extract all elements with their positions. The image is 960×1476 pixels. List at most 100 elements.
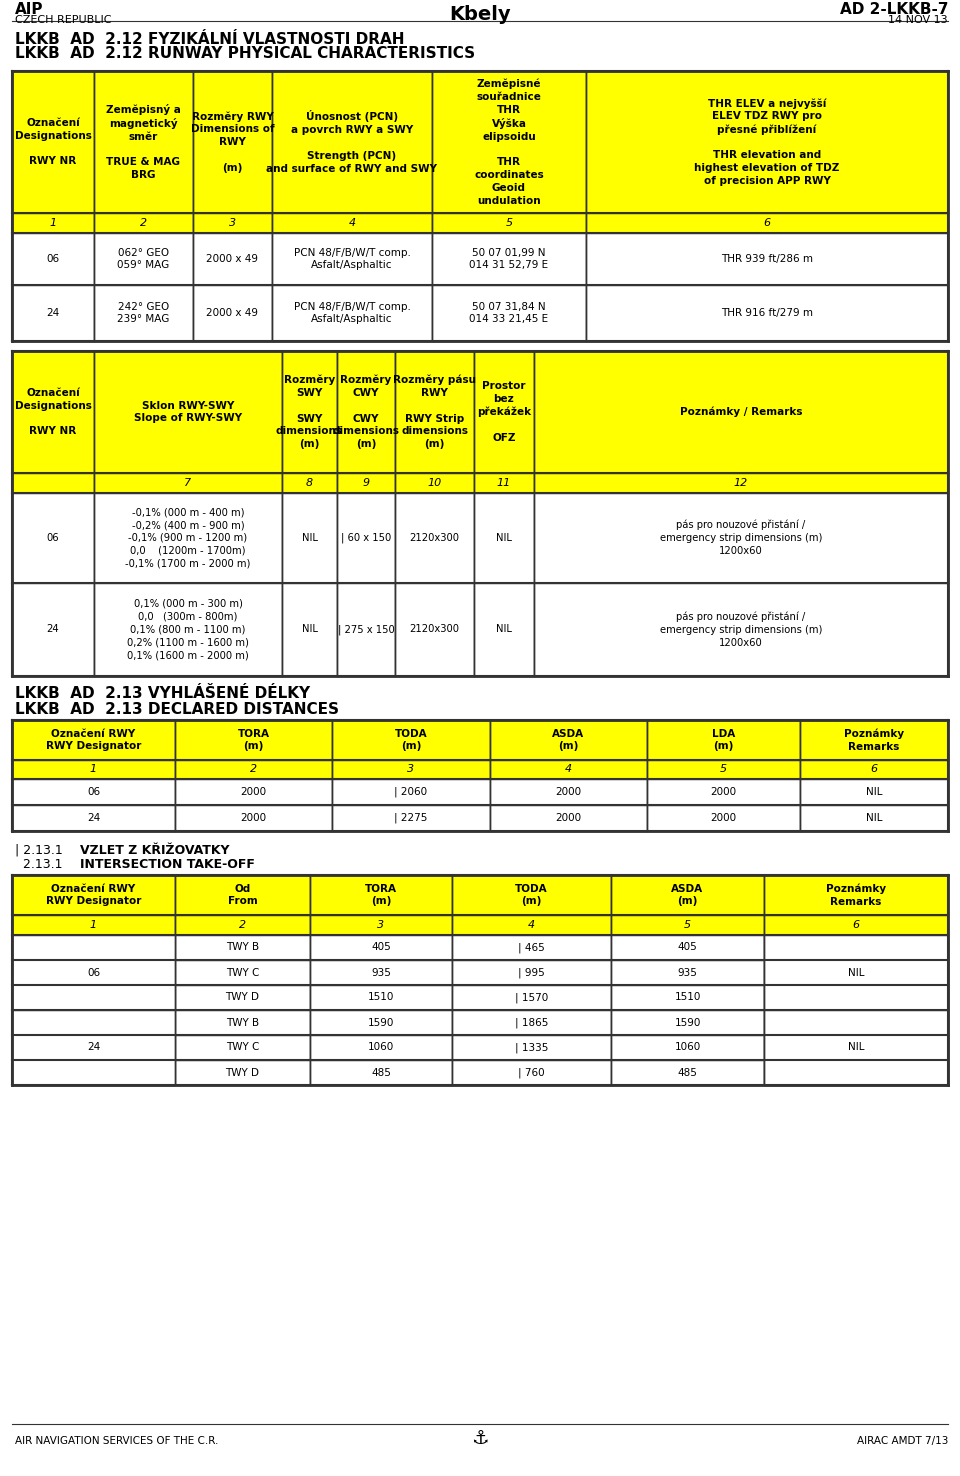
Bar — [395, 493, 474, 583]
Text: 9: 9 — [363, 478, 370, 489]
Bar — [534, 583, 948, 676]
Bar — [764, 984, 948, 1010]
Text: NIL: NIL — [301, 624, 318, 635]
Bar — [452, 1035, 611, 1060]
Text: 2120x300: 2120x300 — [410, 533, 460, 543]
Text: NIL: NIL — [866, 787, 882, 797]
Bar — [12, 213, 94, 233]
Text: 2000: 2000 — [556, 787, 582, 797]
Bar — [611, 959, 764, 984]
Bar — [332, 760, 490, 779]
Bar — [764, 959, 948, 984]
Bar — [452, 984, 611, 1010]
Text: 1: 1 — [90, 920, 97, 930]
Text: 2: 2 — [140, 218, 147, 227]
Text: 50 07 31,84 N
014 33 21,45 E: 50 07 31,84 N 014 33 21,45 E — [469, 301, 548, 325]
Bar — [647, 720, 800, 760]
Text: 1590: 1590 — [368, 1017, 395, 1027]
Text: | 760: | 760 — [518, 1067, 545, 1077]
Text: Poznámky
Remarks: Poznámky Remarks — [826, 883, 886, 906]
Text: Rozměry
CWY

CWY
dimensions
(m): Rozměry CWY CWY dimensions (m) — [332, 375, 399, 449]
Bar — [611, 934, 764, 959]
Bar — [764, 1035, 948, 1060]
Text: 6: 6 — [852, 920, 859, 930]
Bar — [332, 804, 490, 831]
Text: Rozměry pásu
RWY

RWY Strip
dimensions
(m): Rozměry pásu RWY RWY Strip dimensions (m… — [393, 375, 476, 449]
Bar — [395, 351, 474, 472]
Text: 1060: 1060 — [368, 1042, 395, 1052]
Text: 1: 1 — [49, 218, 57, 227]
Bar — [647, 804, 800, 831]
Text: TWY C: TWY C — [226, 967, 259, 977]
Bar — [175, 779, 332, 804]
Text: 10: 10 — [427, 478, 442, 489]
Bar — [12, 934, 175, 1010]
Bar — [611, 915, 764, 934]
Text: 2: 2 — [239, 920, 246, 930]
Text: Prostor
bez
překážek

OFZ: Prostor bez překážek OFZ — [477, 381, 531, 443]
Text: THR 939 ft/286 m: THR 939 ft/286 m — [721, 254, 813, 264]
Bar — [474, 472, 534, 493]
Text: 1510: 1510 — [674, 992, 701, 1002]
Bar — [490, 720, 647, 760]
Text: Poznámky
Remarks: Poznámky Remarks — [844, 728, 904, 751]
Text: 5: 5 — [505, 218, 513, 227]
Bar — [647, 760, 800, 779]
Text: | 2275: | 2275 — [395, 813, 428, 824]
Text: NIL: NIL — [848, 1042, 864, 1052]
Text: TWY B: TWY B — [226, 1017, 259, 1027]
Text: ⚓: ⚓ — [471, 1429, 489, 1448]
Bar — [764, 1010, 948, 1085]
Bar — [432, 285, 586, 341]
Text: Sklon RWY-SWY
Slope of RWY-SWY: Sklon RWY-SWY Slope of RWY-SWY — [134, 400, 242, 424]
Bar — [175, 934, 310, 959]
Bar — [175, 1035, 310, 1060]
Bar — [534, 351, 948, 472]
Text: | 60 x 150: | 60 x 150 — [341, 533, 391, 543]
Bar — [12, 493, 94, 583]
Bar — [647, 779, 800, 804]
Bar — [193, 233, 272, 285]
Bar — [12, 583, 94, 676]
Bar — [12, 71, 94, 213]
Text: 485: 485 — [678, 1067, 697, 1077]
Text: 3: 3 — [377, 920, 385, 930]
Bar — [611, 1010, 764, 1035]
Bar — [272, 71, 432, 213]
Text: THR ELEV a nejvyšší
ELEV TDZ RWY pro
přesné přiblížení

THR elevation and
highes: THR ELEV a nejvyšší ELEV TDZ RWY pro pře… — [694, 97, 840, 186]
Bar — [764, 934, 948, 1010]
Bar — [12, 1010, 175, 1035]
Text: pás pro nouzové přistání /
emergency strip dimensions (m)
1200x60: pás pro nouzové přistání / emergency str… — [660, 520, 822, 556]
Bar — [534, 472, 948, 493]
Bar — [534, 493, 948, 583]
Bar — [272, 285, 432, 341]
Bar — [12, 285, 94, 341]
Text: 1060: 1060 — [674, 1042, 701, 1052]
Text: Rozměry
SWY

SWY
dimensions
(m): Rozměry SWY SWY dimensions (m) — [276, 375, 343, 449]
Bar — [94, 472, 282, 493]
Text: LKKB  AD  2.12 RUNWAY PHYSICAL CHARACTERISTICS: LKKB AD 2.12 RUNWAY PHYSICAL CHARACTERIS… — [15, 47, 475, 62]
Text: AIRAC AMDT 7/13: AIRAC AMDT 7/13 — [856, 1436, 948, 1446]
Bar — [800, 760, 948, 779]
Bar — [94, 493, 282, 583]
Bar — [282, 493, 337, 583]
Text: -0,1% (000 m - 400 m)
-0,2% (400 m - 900 m)
-0,1% (900 m - 1200 m)
0,0    (1200m: -0,1% (000 m - 400 m) -0,2% (400 m - 900… — [126, 508, 251, 568]
Bar — [764, 875, 948, 915]
Bar — [272, 213, 432, 233]
Bar — [310, 1010, 452, 1035]
Text: 2000: 2000 — [556, 813, 582, 824]
Bar — [175, 760, 332, 779]
Text: LKKB  AD  2.13 VYHLÁŠENÉ DÉLKY: LKKB AD 2.13 VYHLÁŠENÉ DÉLKY — [15, 686, 310, 701]
Bar — [12, 351, 94, 472]
Bar — [611, 984, 764, 1010]
Text: TWY B: TWY B — [226, 943, 259, 952]
Bar — [310, 934, 452, 959]
Text: 5: 5 — [720, 765, 727, 775]
Bar — [282, 472, 337, 493]
Bar — [474, 493, 534, 583]
Text: Rozměry RWY
Dimensions of
RWY

(m): Rozměry RWY Dimensions of RWY (m) — [191, 111, 275, 173]
Text: | 465: | 465 — [518, 942, 545, 952]
Text: pás pro nouzové přistání /
emergency strip dimensions (m)
1200x60: pás pro nouzové přistání / emergency str… — [660, 611, 822, 648]
Bar — [310, 1035, 452, 1060]
Text: | 1570: | 1570 — [515, 992, 548, 1002]
